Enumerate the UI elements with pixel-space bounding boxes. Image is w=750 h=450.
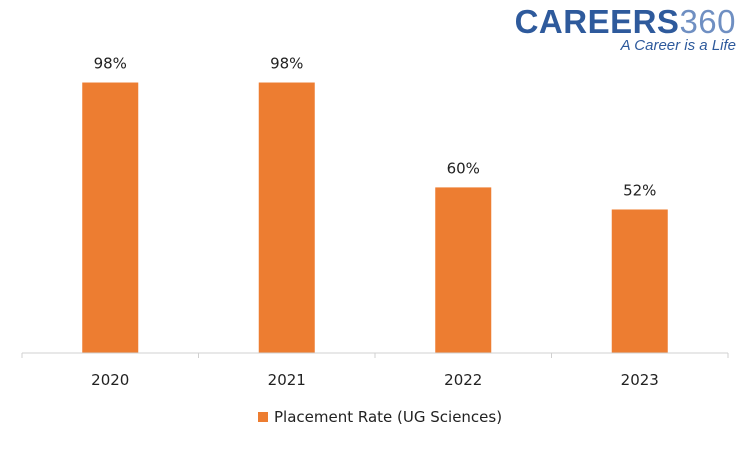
- data-label-2021: 98%: [270, 55, 303, 73]
- bar-2023: [611, 209, 668, 353]
- logo-brand-number: 360: [679, 3, 736, 40]
- bar-2021: [258, 82, 315, 354]
- logo-tagline: A Career is a Life: [620, 37, 736, 54]
- x-tick-label-2022: 2022: [444, 371, 482, 389]
- data-label-2020: 98%: [94, 55, 127, 73]
- logo-wordmark: CAREERS360: [515, 4, 736, 40]
- legend-label: Placement Rate (UG Sciences): [274, 408, 502, 426]
- x-tick-label-2021: 2021: [268, 371, 306, 389]
- legend-swatch: [258, 412, 268, 422]
- chart-legend: Placement Rate (UG Sciences): [258, 408, 502, 426]
- data-label-2023: 52%: [623, 181, 656, 199]
- data-label-2022: 60%: [447, 159, 480, 177]
- careers360-logo: CAREERS360 A Career is a Life: [515, 4, 736, 54]
- x-tick-label-2023: 2023: [621, 371, 659, 389]
- bar-2020: [82, 82, 139, 354]
- logo-brand: CAREERS: [514, 3, 680, 40]
- bar-2022: [435, 187, 492, 353]
- x-tick-label-2020: 2020: [91, 371, 129, 389]
